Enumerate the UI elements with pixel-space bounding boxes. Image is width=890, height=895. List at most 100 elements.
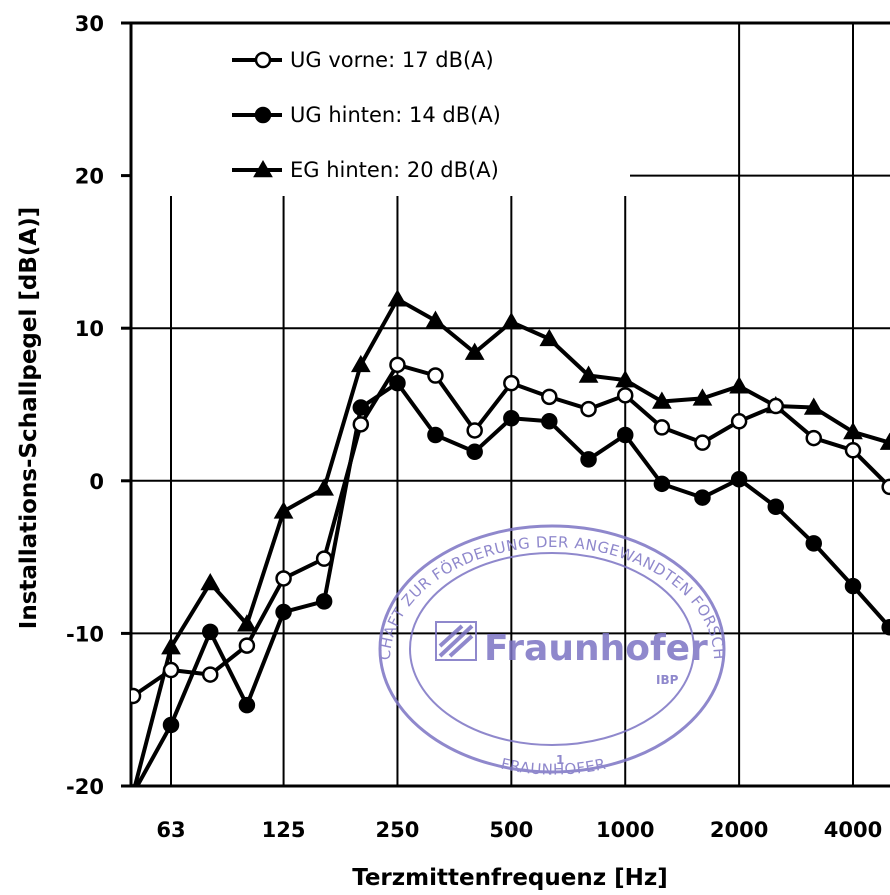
- data-point: [238, 637, 256, 654]
- data-point: [352, 399, 370, 416]
- stamp-ring-text-bottom: FRAUNHOFER: [499, 755, 607, 779]
- legend-label: EG hinten: 20 dB(A): [290, 158, 499, 182]
- data-point: [273, 501, 294, 519]
- y-tick-label: 10: [75, 317, 104, 341]
- data-point: [503, 374, 520, 392]
- data-point: [237, 614, 257, 632]
- y-tick-label: 30: [75, 12, 104, 36]
- data-point: [729, 376, 749, 394]
- data-point: [881, 619, 890, 636]
- data-point: [427, 426, 444, 444]
- data-point: [466, 422, 483, 439]
- data-point: [616, 426, 634, 444]
- legend-label: UG hinten: 14 dB(A): [290, 103, 501, 127]
- x-tick-label: 2000: [710, 818, 768, 842]
- data-point: [315, 593, 333, 610]
- stamp-number: 1: [556, 753, 564, 767]
- data-point: [425, 310, 446, 328]
- legend-marker: [254, 51, 272, 69]
- data-point: [694, 489, 711, 506]
- data-point: [200, 573, 221, 591]
- data-point: [350, 354, 371, 373]
- x-tick-label: 125: [262, 818, 306, 842]
- legend-entry: EG hinten: 20 dB(A): [232, 158, 499, 182]
- y-tick-labels: 30 20 10 0 -10 -20: [66, 12, 131, 799]
- data-point: [616, 387, 634, 404]
- data-point: [464, 342, 485, 360]
- data-point: [162, 716, 180, 734]
- legend-marker: [254, 106, 272, 124]
- y-axis-title: Installations-Schallpegel [dB(A)]: [16, 207, 42, 629]
- data-point: [692, 388, 713, 406]
- data-point: [162, 661, 180, 679]
- data-point: [315, 550, 333, 567]
- data-point: [202, 623, 219, 641]
- data-point: [843, 421, 863, 440]
- data-point: [653, 475, 671, 493]
- data-point: [202, 666, 219, 683]
- data-point: [805, 429, 822, 447]
- data-point: [730, 413, 748, 430]
- stamp-ring-text: GESELLSCHAFT ZUR FÖRDERUNG DER ANGEWANDT…: [0, 0, 728, 661]
- stamp-institute: IBP: [656, 673, 679, 687]
- y-tick-label: 20: [75, 165, 104, 189]
- data-point: [730, 471, 748, 488]
- stamp-inner-ring: [409, 552, 695, 746]
- y-tick-label: -20: [66, 775, 104, 799]
- data-point: [805, 535, 822, 552]
- x-tick-label: 250: [376, 818, 420, 842]
- data-point: [131, 785, 137, 786]
- legend: UG vorne: 17 dB(A) UG hinten: 14 dB(A) EG …: [232, 48, 501, 182]
- data-point: [767, 498, 785, 515]
- x-tick-labels: 63 125 250 500 1000 2000 4000: [156, 818, 882, 842]
- data-point: [541, 413, 558, 430]
- data-point: [275, 570, 292, 587]
- data-point: [275, 603, 292, 621]
- stamp-outer-ring: [378, 524, 726, 774]
- data-point: [541, 388, 558, 406]
- series-3: [131, 289, 890, 786]
- y-tick-label: 0: [89, 470, 104, 494]
- data-point: [580, 400, 597, 418]
- data-point: [389, 356, 406, 374]
- data-point: [503, 409, 520, 427]
- data-point: [238, 696, 256, 714]
- data-point: [389, 374, 406, 392]
- data-point: [767, 397, 785, 415]
- legend-entry: UG vorne: 17 dB(A): [232, 48, 494, 72]
- data-point: [844, 577, 862, 595]
- x-tick-label: 500: [489, 818, 533, 842]
- data-point: [803, 397, 824, 415]
- x-tick-label: 63: [156, 818, 185, 842]
- legend-marker: [253, 159, 273, 178]
- y-tick-label: -10: [66, 622, 104, 646]
- data-point: [844, 442, 862, 459]
- data-point: [131, 687, 142, 705]
- data-point: [615, 370, 636, 388]
- x-axis-title: Terzmittenfrequenz [Hz]: [352, 865, 668, 891]
- data-point: [427, 367, 444, 384]
- data-point: [652, 391, 672, 409]
- data-point: [653, 419, 671, 436]
- data-point: [466, 443, 483, 461]
- fraunhofer-logo-icon: [435, 621, 477, 661]
- data-point: [694, 434, 711, 451]
- data-point: [352, 416, 370, 433]
- data-point: [881, 478, 890, 496]
- data-point: [387, 289, 408, 307]
- legend-entry: UG hinten: 14 dB(A): [232, 103, 501, 127]
- data-point: [161, 637, 181, 655]
- x-tick-label: 1000: [596, 818, 654, 842]
- series-2: [131, 374, 890, 786]
- legend-label: UG vorne: 17 dB(A): [290, 48, 494, 72]
- data-point: [578, 365, 599, 383]
- data-point: [580, 451, 597, 468]
- data-point: [539, 328, 560, 347]
- x-tick-label: 4000: [824, 818, 882, 842]
- data-point: [314, 478, 334, 496]
- series-1: [131, 356, 890, 705]
- stamp-brand: Fraunhofer: [484, 628, 708, 669]
- plot-frame: [129, 21, 890, 788]
- data-point: [501, 312, 522, 330]
